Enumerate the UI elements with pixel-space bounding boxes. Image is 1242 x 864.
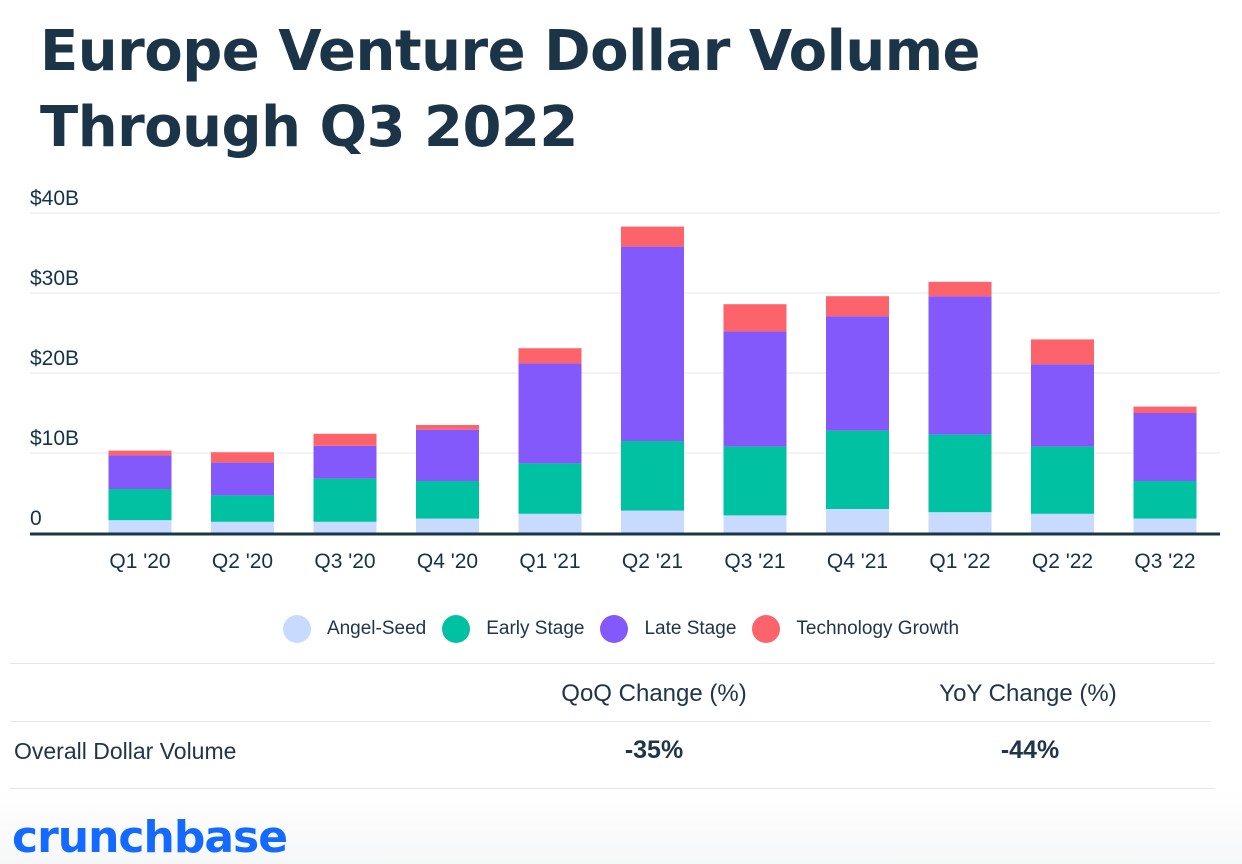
bar-late-stage [518,363,582,464]
bar-late-stage [1031,364,1094,447]
yoy-change-value: -44% [1000,736,1060,764]
bar-early-stage [313,478,377,522]
bar-early-stage [826,430,889,509]
bar-early-stage [518,463,582,514]
yoy-change-header: YoY Change (%) [939,680,1117,707]
bar-early-stage [1031,446,1094,514]
x-tick-label: Q3 '21 [724,550,785,573]
bar-angel-seed [928,512,992,533]
table-top-divider [10,663,1215,664]
bar-late-stage [211,462,274,496]
x-tick-label: Q3 '20 [314,550,375,573]
overall-dollar-volume-label: Overall Dollar Volume [14,738,237,764]
x-axis-ticks: Q1 '20 Q2 '20 Q3 '20 Q4 '20 Q1 '21 Q2 '21 Q3 '… [109,550,1195,573]
qoq-change-header: QoQ Change (%) [561,680,747,707]
legend: Angel-Seed Early Stage Late Stage Techno… [0,612,1242,646]
x-tick-label: Q4 '21 [827,550,888,573]
bar-technology-growth [621,226,684,247]
bar-angel-seed [313,521,377,533]
x-tick-label: Q1 '21 [519,550,580,573]
x-tick-label: Q2 '20 [212,550,273,573]
bar-early-stage [621,441,684,511]
bar-early-stage [928,434,992,513]
bar-early-stage [416,481,479,519]
technology-growth-swatch-icon [752,615,781,643]
bar-angel-seed [108,520,172,533]
bar-technology-growth [108,450,172,456]
bar-late-stage [826,316,889,431]
y-axis-ticks: 0 $10B $20B $30B $40B [30,187,79,530]
x-tick-label: Q2 '22 [1032,550,1093,573]
x-tick-label: Q3 '22 [1134,550,1195,573]
bar-late-stage [1133,413,1197,481]
bar-early-stage [211,495,274,522]
y-tick-label: $30B [30,267,79,290]
angel-seed-swatch-icon [282,615,311,643]
legend-label: Angel-Seed [326,618,427,639]
y-tick-label: 0 [30,507,42,530]
x-tick-label: Q4 '20 [417,550,478,573]
bar-angel-seed [621,510,684,533]
bar-late-stage [723,331,787,447]
crunchbase-logo: crunchbase [12,812,288,863]
bar-early-stage [723,446,787,516]
stacked-bar-chart: 0 $10B $20B $30B $40B Q1 '20 Q2 '20 Q3 '20 Q4 '… [30,187,1220,573]
bar-technology-growth [1031,339,1094,365]
x-tick-label: Q2 '21 [622,550,683,573]
legend-label: Early Stage [486,618,585,639]
late-stage-swatch-icon [600,615,629,643]
table-header-divider [10,721,1210,722]
y-tick-label: $40B [30,187,79,210]
bar-angel-seed [1133,518,1197,533]
bar-angel-seed [416,518,479,533]
bar-late-stage [108,455,172,489]
bar-angel-seed [723,515,787,533]
bar-late-stage [416,429,479,481]
bar-angel-seed [1031,513,1094,533]
bar-technology-growth [826,296,889,317]
bar-early-stage [108,489,172,521]
bar-angel-seed [518,513,582,533]
legend-item-technology-growth[interactable]: Technology Growth [752,615,959,643]
bar-technology-growth [1133,406,1197,413]
legend-item-late-stage[interactable]: Late Stage [600,615,736,643]
footer-background [0,790,1242,864]
bar-late-stage [928,296,992,435]
y-tick-label: $10B [30,427,79,450]
bar-technology-growth [928,281,992,297]
x-tick-label: Q1 '20 [109,550,170,573]
early-stage-swatch-icon [442,615,471,643]
chart-title: Europe Venture Dollar Volume Through Q3 … [40,19,981,160]
bar-technology-growth [211,452,274,463]
legend-item-early-stage[interactable]: Early Stage [442,615,584,643]
y-tick-label: $20B [30,347,79,370]
legend-label: Late Stage [644,618,737,639]
bar-technology-growth [416,425,479,430]
bar-angel-seed [211,521,274,533]
x-tick-label: Q1 '22 [929,550,990,573]
bar-technology-growth [313,433,377,446]
bar-early-stage [1133,481,1197,519]
bar-technology-growth [723,304,787,332]
bars [108,226,1197,533]
bar-late-stage [621,246,684,441]
table-bottom-divider [10,788,1215,789]
qoq-change-value: -35% [624,736,684,764]
bar-angel-seed [826,509,889,533]
legend-label: Technology Growth [796,618,960,639]
bar-late-stage [313,445,377,479]
bar-technology-growth [518,348,582,364]
legend-item-angel-seed[interactable]: Angel-Seed [282,615,427,643]
